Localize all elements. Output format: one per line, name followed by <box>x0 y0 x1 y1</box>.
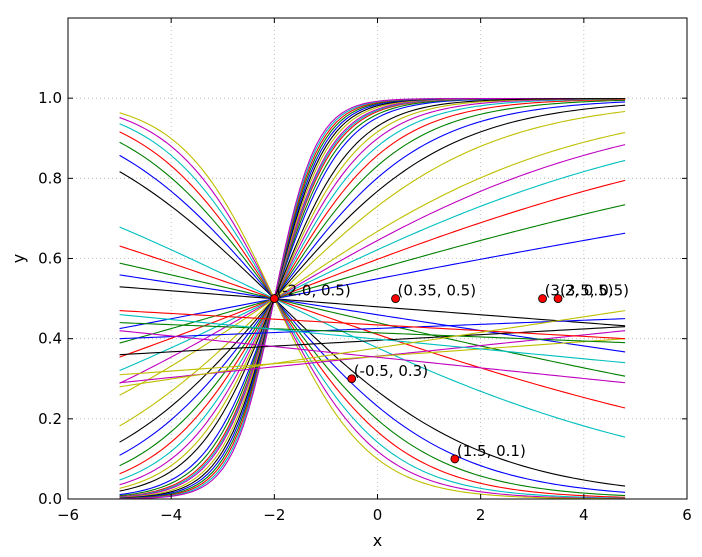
series-line <box>119 99 626 467</box>
series-line <box>119 310 626 388</box>
series-line <box>119 110 626 427</box>
curves <box>119 98 626 500</box>
x-tick-label: −2 <box>263 506 285 524</box>
data-points: (-2.0, 0.5) (0.35, 0.5) (3.2, 0.5)(3.5, 0.… <box>269 282 629 464</box>
series-line <box>119 286 626 327</box>
series-line <box>119 123 626 499</box>
series-line <box>119 204 626 344</box>
series-line <box>119 131 626 498</box>
series-line <box>119 117 626 500</box>
x-tick-label: 4 <box>579 506 589 524</box>
series-line <box>119 101 626 456</box>
series-line <box>119 154 626 493</box>
series-line <box>119 314 626 364</box>
series-line <box>119 232 626 330</box>
x-tick-label: 6 <box>682 506 692 524</box>
y-axis-label: y <box>9 254 28 263</box>
axis-ticks: −6 −4 −2 0 2 4 6 0.0 0.2 0.4 0.6 0.8 1.0 <box>38 18 692 524</box>
x-tick-label: 2 <box>476 506 486 524</box>
series-line <box>119 141 626 497</box>
grid <box>68 18 687 499</box>
data-point <box>450 454 460 464</box>
x-tick-label: 0 <box>373 506 383 524</box>
series-line <box>119 171 626 487</box>
series-line <box>119 318 626 340</box>
series-line <box>119 131 626 396</box>
series-line <box>119 326 626 356</box>
x-tick-label: −6 <box>57 506 79 524</box>
series-line <box>119 159 626 372</box>
data-point <box>553 294 563 303</box>
data-point <box>347 374 357 384</box>
series-line <box>119 310 626 340</box>
data-point-label: (1.5, 0.1) <box>457 442 526 460</box>
data-point-label: (3.2, 0.5) <box>545 282 614 300</box>
series-line <box>119 112 626 500</box>
y-tick-label: 0.4 <box>38 330 62 348</box>
series-line <box>119 262 626 377</box>
y-tick-label: 0.6 <box>38 250 62 268</box>
series-line <box>119 104 626 443</box>
y-tick-label: 0.8 <box>38 169 62 187</box>
data-point <box>538 294 547 303</box>
x-tick-label: −4 <box>160 506 182 524</box>
data-point-label: (-2.0, 0.5) <box>276 282 350 300</box>
data-point-label: (0.35, 0.5) <box>398 282 477 300</box>
series-line <box>119 98 626 492</box>
y-tick-label: 0.2 <box>38 410 62 428</box>
series-line <box>119 330 626 384</box>
series-line <box>119 98 626 475</box>
series-line <box>119 322 626 344</box>
series-line <box>119 144 626 384</box>
data-point-label: (3.5, 0.5) <box>560 282 629 300</box>
data-point <box>391 294 400 303</box>
y-tick-label: 0.0 <box>38 490 62 508</box>
data-point <box>269 294 279 303</box>
data-point-label: (-0.5, 0.3) <box>354 362 428 380</box>
series-line <box>119 226 626 438</box>
series-line <box>119 98 626 481</box>
x-axis-label: x <box>373 531 382 550</box>
y-tick-label: 1.0 <box>38 89 62 107</box>
